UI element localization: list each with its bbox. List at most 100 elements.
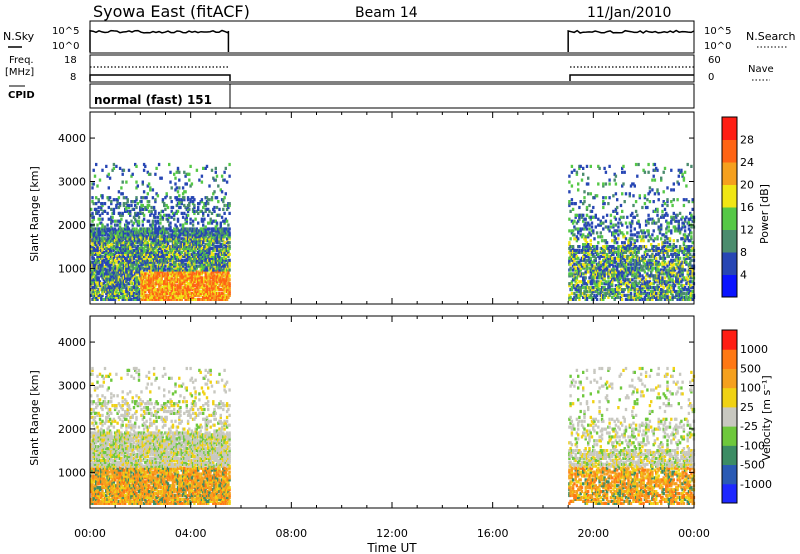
heatmap-cell: [117, 196, 121, 200]
heatmap-cell: [614, 192, 618, 196]
heatmap-cell: [218, 235, 221, 239]
heatmap-cell: [180, 200, 183, 204]
heatmap-cell: [120, 252, 123, 256]
heatmap-cell: [195, 293, 199, 297]
heatmap-cell: [198, 258, 201, 262]
heatmap-cell: [647, 192, 650, 196]
heatmap-cell: [647, 258, 650, 262]
heatmap-cell: [618, 245, 621, 249]
heatmap-cell: [137, 276, 141, 280]
heatmap-cell: [145, 286, 148, 290]
heatmap-cell: [126, 289, 129, 294]
heatmap-cell: [122, 264, 126, 268]
heatmap-cell: [185, 258, 188, 262]
heatmap-cell: [624, 260, 628, 264]
heatmap-cell: [636, 221, 639, 225]
heatmap-cell: [95, 295, 98, 299]
heatmap-cell: [643, 202, 647, 206]
heatmap-cell: [222, 288, 225, 292]
heatmap-cell: [191, 196, 195, 200]
heatmap-cell: [113, 235, 117, 239]
heatmap-cell: [587, 182, 590, 186]
heatmap-cell: [160, 233, 163, 237]
heatmap-cell: [115, 164, 118, 168]
heatmap-cell: [617, 225, 620, 229]
heatmap-cell: [647, 264, 650, 268]
heatmap-cell: [629, 286, 633, 290]
heatmap-cell: [98, 256, 102, 260]
heatmap-cell: [97, 295, 100, 299]
heatmap-cell: [157, 264, 161, 268]
heatmap-cell: [597, 288, 600, 292]
heatmap-cell: [146, 241, 149, 245]
heatmap-cell: [151, 188, 155, 192]
heatmap-cell: [191, 295, 195, 299]
heatmap-cell: [213, 278, 216, 282]
heatmap-cell: [223, 211, 226, 215]
heatmap-cell: [164, 276, 167, 280]
heatmap-cell: [194, 256, 197, 260]
heatmap-cell: [159, 239, 162, 243]
heatmap-cell: [161, 229, 165, 233]
heatmap-cell: [186, 235, 190, 239]
heatmap-cell: [117, 229, 121, 233]
heatmap-cell: [646, 291, 649, 296]
heatmap-cell: [126, 229, 129, 233]
heatmap-cell: [200, 198, 204, 202]
heatmap-cell: [116, 282, 119, 286]
heatmap-cell: [137, 241, 141, 245]
heatmap-cell: [157, 280, 161, 284]
heatmap-cell: [111, 233, 114, 237]
heatmap-cell: [568, 190, 571, 194]
heatmap-cell: [212, 207, 215, 211]
station-title: Syowa East (fitACF): [93, 2, 250, 21]
heatmap-cell: [653, 162, 657, 167]
heatmap-cell: [222, 264, 225, 268]
heatmap-cell: [573, 248, 576, 253]
heatmap-cell: [632, 262, 635, 266]
heatmap-cell: [186, 196, 190, 200]
heatmap-cell: [132, 221, 136, 225]
heatmap-cell: [210, 291, 214, 296]
heatmap-cell: [126, 254, 129, 258]
heatmap-cell: [622, 264, 625, 268]
heatmap-cell: [107, 260, 110, 264]
heatmap-cell: [593, 293, 596, 297]
heatmap-cell: [195, 229, 199, 233]
heatmap-cell: [117, 241, 121, 245]
heatmap-cell: [213, 276, 216, 280]
heatmap-cell: [113, 219, 117, 223]
heatmap-cell: [97, 233, 100, 237]
heatmap-cell: [624, 284, 628, 288]
heatmap-cell: [118, 219, 122, 223]
heatmap-cell: [91, 200, 94, 204]
heatmap-cell: [577, 227, 580, 231]
heatmap-cell: [207, 245, 210, 249]
heatmap-cell: [157, 254, 161, 258]
heatmap-cell: [146, 268, 149, 272]
heatmap-cell: [142, 295, 146, 299]
heatmap-cell: [200, 286, 204, 290]
heatmap-cell: [607, 256, 610, 260]
heatmap-cell: [568, 174, 571, 178]
heatmap-cell: [134, 276, 137, 280]
heatmap-cell: [111, 268, 114, 272]
heatmap-cell: [179, 272, 182, 276]
heatmap-cell: [646, 280, 649, 284]
heatmap-cell: [179, 256, 182, 260]
freq-right-tick-bottom: 0: [708, 72, 714, 83]
heatmap-cell: [147, 229, 151, 233]
heatmap-cell: [608, 250, 611, 254]
heatmap-cell: [203, 286, 206, 290]
heatmap-cell: [107, 288, 110, 292]
heatmap-cell: [223, 235, 226, 239]
heatmap-cell: [203, 268, 206, 272]
heatmap-cell: [200, 237, 204, 241]
heatmap-cell: [149, 237, 152, 241]
heatmap-cell: [111, 289, 114, 294]
heatmap-cell: [144, 205, 147, 210]
heatmap-cell: [641, 266, 644, 270]
heatmap-cell: [213, 219, 216, 223]
heatmap-cell: [633, 280, 636, 284]
heatmap-cell: [132, 284, 136, 288]
